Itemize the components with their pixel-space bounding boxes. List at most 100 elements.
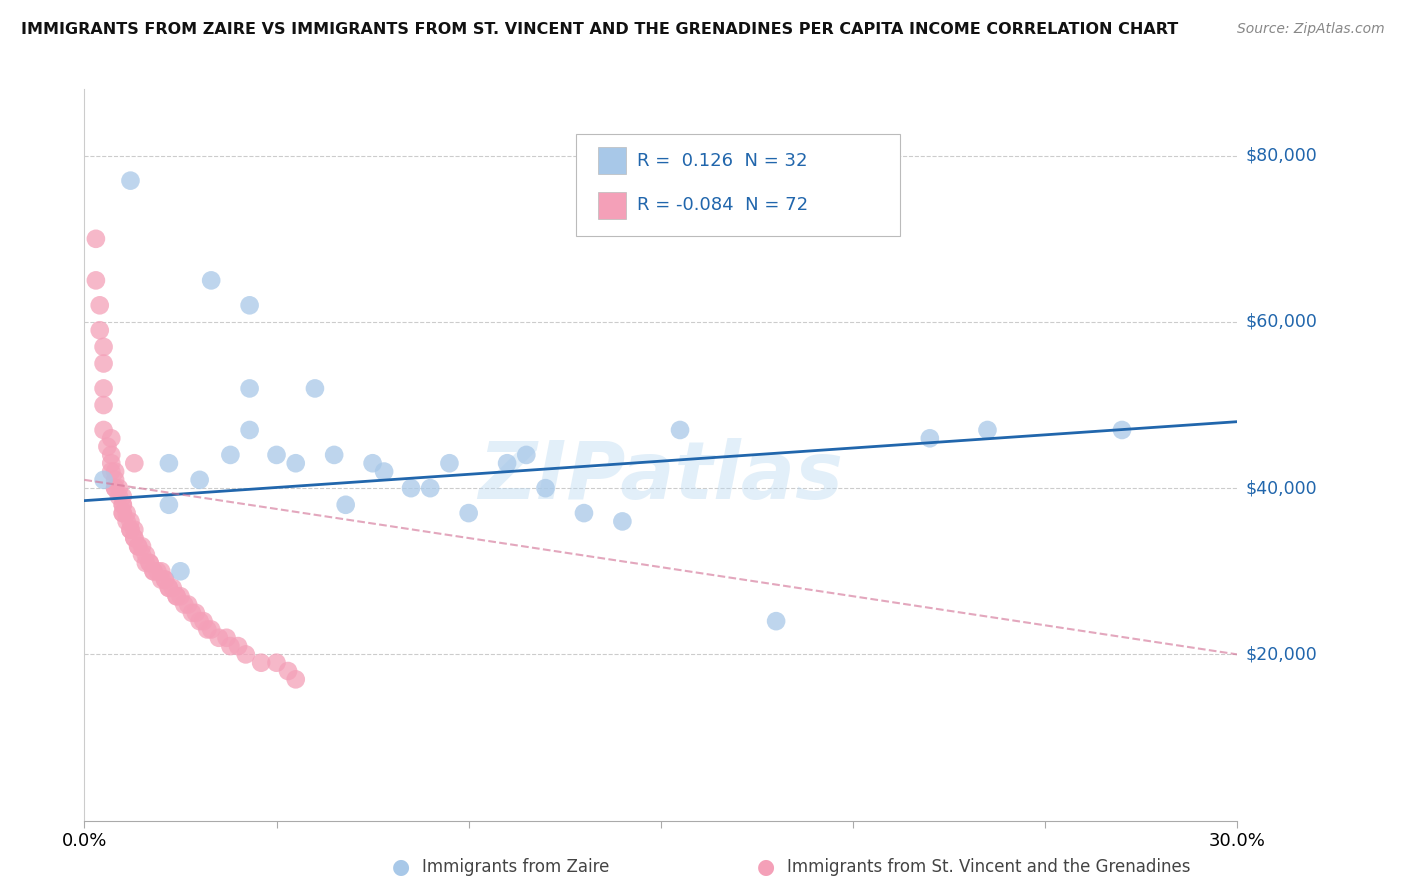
Point	[284, 456, 307, 470]
Point	[496, 456, 519, 470]
Point	[146, 564, 169, 578]
Text: R =  0.126  N = 32: R = 0.126 N = 32	[637, 152, 807, 169]
Point	[572, 506, 595, 520]
Point	[93, 398, 115, 412]
Point	[173, 598, 195, 612]
Point	[124, 531, 146, 545]
Point	[135, 556, 157, 570]
Point	[111, 498, 134, 512]
Point	[361, 456, 384, 470]
Text: R = -0.084  N = 72: R = -0.084 N = 72	[637, 196, 808, 214]
Point	[131, 548, 153, 562]
Point	[399, 481, 422, 495]
Point	[142, 564, 165, 578]
Text: IMMIGRANTS FROM ZAIRE VS IMMIGRANTS FROM ST. VINCENT AND THE GRENADINES PER CAPI: IMMIGRANTS FROM ZAIRE VS IMMIGRANTS FROM…	[21, 22, 1178, 37]
Point	[266, 656, 288, 670]
Point	[111, 490, 134, 504]
Point	[111, 506, 134, 520]
Point	[153, 573, 176, 587]
Point	[200, 273, 222, 287]
Point	[104, 465, 127, 479]
Point	[100, 431, 122, 445]
Point	[219, 639, 242, 653]
Point	[157, 456, 180, 470]
Point	[84, 232, 107, 246]
Text: $60,000: $60,000	[1246, 313, 1317, 331]
Point	[124, 523, 146, 537]
Point	[84, 273, 107, 287]
Point	[208, 631, 231, 645]
Point	[93, 473, 115, 487]
Text: Source: ZipAtlas.com: Source: ZipAtlas.com	[1237, 22, 1385, 37]
Point	[181, 606, 204, 620]
Point	[239, 381, 262, 395]
Point	[93, 340, 115, 354]
Point	[138, 556, 160, 570]
Point	[918, 431, 941, 445]
Text: Immigrants from Zaire: Immigrants from Zaire	[422, 858, 609, 876]
Point	[284, 673, 307, 687]
Point	[184, 606, 207, 620]
Point	[150, 573, 173, 587]
Point	[124, 456, 146, 470]
Point	[120, 515, 142, 529]
Point	[166, 589, 188, 603]
Point	[669, 423, 692, 437]
Point	[1111, 423, 1133, 437]
Point	[439, 456, 461, 470]
Point	[120, 523, 142, 537]
Text: ●: ●	[758, 857, 775, 877]
Point	[100, 448, 122, 462]
Point	[89, 323, 111, 337]
Point	[142, 564, 165, 578]
Point	[153, 573, 176, 587]
Text: $80,000: $80,000	[1246, 146, 1317, 165]
Point	[373, 465, 395, 479]
Point	[157, 498, 180, 512]
Point	[135, 548, 157, 562]
Point	[157, 581, 180, 595]
Point	[124, 531, 146, 545]
Point	[335, 498, 357, 512]
Point	[976, 423, 998, 437]
Point	[108, 481, 131, 495]
Text: $40,000: $40,000	[1246, 479, 1317, 497]
Point	[457, 506, 479, 520]
Point	[115, 506, 138, 520]
Point	[93, 381, 115, 395]
Point	[323, 448, 346, 462]
Point	[120, 173, 142, 188]
Point	[235, 648, 257, 662]
Point	[226, 639, 249, 653]
Point	[200, 623, 222, 637]
Point	[195, 623, 218, 637]
Point	[104, 481, 127, 495]
Point	[96, 440, 118, 454]
Point	[239, 423, 262, 437]
Point	[515, 448, 537, 462]
Text: $20,000: $20,000	[1246, 646, 1317, 664]
Point	[304, 381, 326, 395]
Point	[219, 448, 242, 462]
Point	[166, 589, 188, 603]
Point	[169, 589, 191, 603]
Point	[215, 631, 238, 645]
Point	[111, 498, 134, 512]
Point	[177, 598, 200, 612]
Point	[169, 564, 191, 578]
Point	[419, 481, 441, 495]
Point	[127, 539, 149, 553]
Point	[765, 614, 787, 628]
Point	[193, 614, 215, 628]
Point	[138, 556, 160, 570]
Point	[250, 656, 273, 670]
Point	[100, 456, 122, 470]
Point	[188, 473, 211, 487]
Point	[104, 473, 127, 487]
Point	[188, 614, 211, 628]
Point	[266, 448, 288, 462]
Point	[150, 564, 173, 578]
Point	[111, 506, 134, 520]
Point	[612, 515, 634, 529]
Point	[93, 356, 115, 371]
